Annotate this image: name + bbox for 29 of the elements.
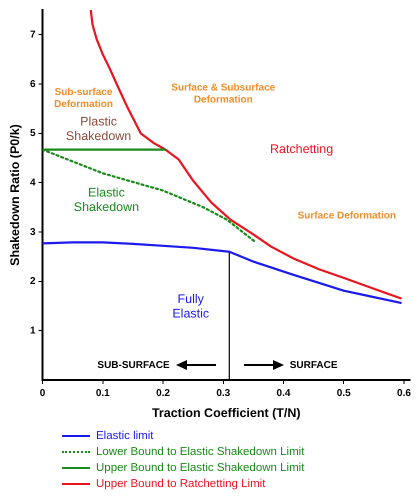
annotation: Plastic Shakedown — [66, 114, 132, 144]
annotation: Surface Deformation — [298, 210, 396, 222]
annotation: SURFACE — [290, 360, 338, 371]
x-tick-label: 0 — [40, 388, 46, 399]
legend-label: Upper Bound to Ratchetting Limit — [96, 478, 266, 490]
x-tick-label: 0.3 — [216, 388, 231, 399]
y-tick-label: 2 — [30, 276, 36, 288]
annotation: Sub-surface Deformation — [54, 87, 113, 110]
y-tick-label: 7 — [30, 29, 36, 40]
annotation: Ratchetting — [270, 142, 334, 156]
x-tick-label: 0.4 — [276, 388, 291, 399]
y-tick-label: 6 — [30, 78, 36, 90]
x-tick-label: 0.1 — [96, 388, 110, 399]
y-tick-label: 4 — [30, 177, 36, 188]
annotation: Elastic Shakedown — [74, 186, 140, 214]
y-tick-label: 1 — [30, 325, 36, 336]
legend-label: Elastic limit — [96, 430, 154, 442]
x-tick-label: 0.2 — [156, 388, 170, 399]
annotation: Surface & Subsurface Deformation — [171, 82, 276, 106]
x-axis-title: Traction Coefficient (T/N) — [152, 406, 301, 420]
annotation: SUB-SURFACE — [97, 360, 170, 371]
annotation: Fully Elastic — [172, 292, 210, 321]
x-tick-label: 0.6 — [397, 388, 412, 399]
legend-label: Lower Bound to Elastic Shakedown Limit — [96, 446, 304, 458]
legend-label: Upper Bound to Elastic Shakedown Limit — [96, 462, 304, 474]
x-tick-label: 0.5 — [336, 388, 352, 399]
y-tick-label: 5 — [30, 128, 36, 140]
y-tick-label: 3 — [30, 226, 36, 238]
y-axis-title: Shakedown Ratio (P0/k) — [8, 124, 22, 266]
